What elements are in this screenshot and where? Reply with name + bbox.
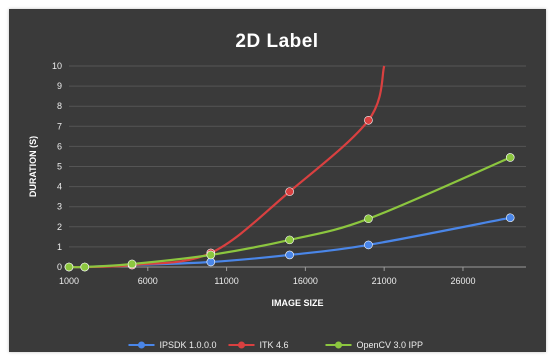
gridlines: [69, 65, 526, 248]
series-lines: [64, 65, 515, 272]
series-2: [64, 153, 515, 272]
y-tick-label: 2: [57, 222, 62, 232]
data-point: [285, 235, 294, 245]
x-tick-label: 1000: [59, 276, 79, 286]
x-tick-label: 26000: [450, 276, 475, 286]
x-tick-label: 11000: [214, 276, 238, 286]
series-1: [64, 65, 386, 272]
data-point: [364, 240, 373, 250]
chart-title: 2D Label: [235, 31, 318, 52]
legend-marker: [335, 341, 342, 349]
y-tick-label: 6: [57, 141, 62, 151]
data-point: [505, 213, 515, 223]
y-tick-label: 7: [57, 121, 62, 131]
legend-item: ITK 4.6: [228, 340, 289, 350]
x-tick-label: 6000: [138, 276, 158, 286]
legend-label: OpenCV 3.0 IPP: [357, 340, 424, 350]
y-tick-label: 1: [57, 242, 62, 252]
data-point: [364, 214, 373, 224]
data-point: [364, 115, 373, 125]
legend-marker: [138, 341, 145, 349]
legend-marker: [238, 341, 245, 349]
x-tick-label: 16000: [293, 276, 318, 286]
axes: [68, 266, 526, 271]
y-tick-label: 0: [57, 262, 62, 272]
y-tick-label: 8: [57, 101, 62, 111]
y-tick-label: 5: [57, 162, 62, 172]
data-point: [80, 262, 90, 272]
legend-label: ITK 4.6: [260, 340, 289, 350]
y-tick-label: 4: [57, 182, 62, 192]
data-point: [64, 262, 74, 272]
legend-item: OpenCV 3.0 IPP: [325, 340, 424, 350]
data-point: [206, 250, 216, 260]
x-tick-label: 21000: [372, 276, 397, 286]
tick-labels: 0 1 2 3 4 5 6 7 8 9 10 1000 6000 11000 16000 21000 26000: [52, 61, 475, 286]
y-tick-label: 10: [52, 61, 62, 71]
legend: IPSDK 1.0.0.0 ITK 4.6 OpenCV 3.0 IPP: [128, 340, 424, 350]
chart-frame: 2D Label 0 1 2 3 4 5 6 7 8 9 10 1000 6000 11000 16000 2…: [9, 9, 546, 352]
y-tick-label: 9: [57, 81, 62, 91]
y-axis-title: DURATION (S): [28, 136, 38, 197]
line-chart: 2D Label 0 1 2 3 4 5 6 7 8 9 10 1000 6000 11000 16000 2…: [28, 31, 526, 350]
data-point: [285, 187, 294, 196]
y-tick-label: 3: [57, 202, 62, 212]
x-axis-title: IMAGE SIZE: [271, 298, 323, 308]
data-point: [127, 259, 137, 269]
data-point: [285, 250, 294, 260]
legend-label: IPSDK 1.0.0.0: [160, 340, 217, 350]
legend-item: IPSDK 1.0.0.0: [128, 340, 217, 350]
data-point: [505, 153, 515, 162]
